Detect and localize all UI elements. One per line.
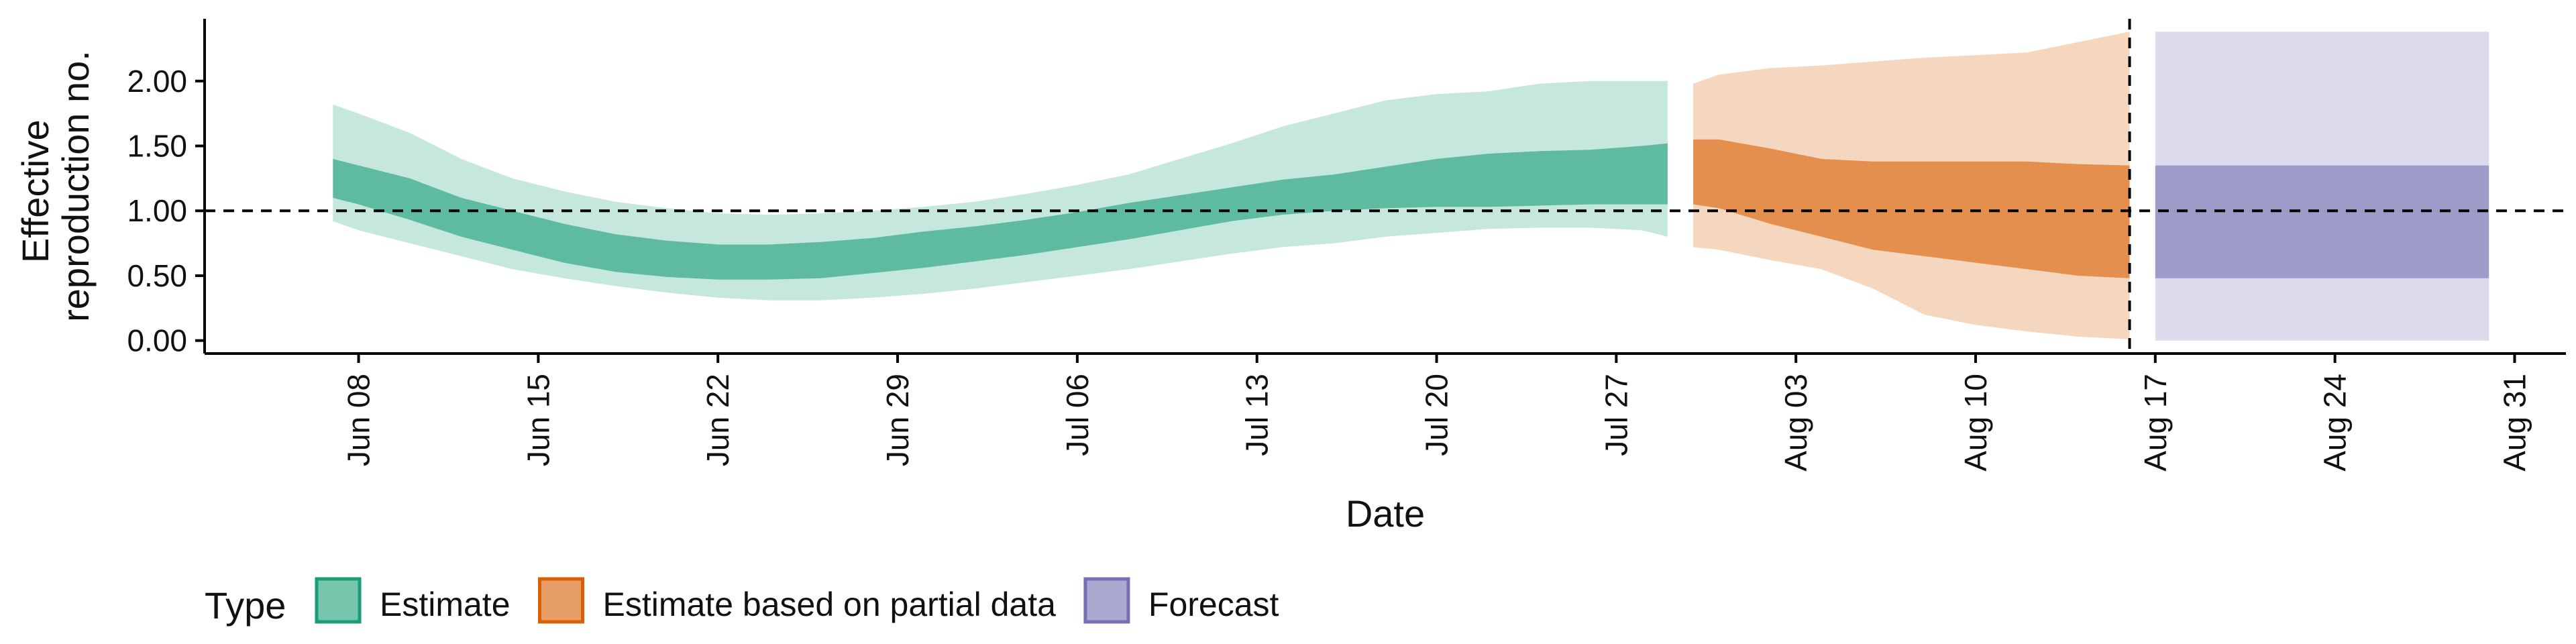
x-tick-label: Jul 06	[1060, 374, 1095, 456]
legend-swatch-estimate	[315, 577, 362, 624]
forecast-50-band	[2155, 165, 2489, 278]
x-tick-label: Jul 20	[1419, 374, 1454, 456]
legend-label-estimate-based-on-partial-data: Estimate based on partial data	[603, 586, 1057, 623]
x-tick-label: Jul 27	[1599, 374, 1633, 456]
y-tick-label: 2.00	[127, 64, 187, 99]
x-tick-label: Aug 03	[1778, 374, 1813, 472]
y-axis-ticks: 0.00 0.50 1.00 1.50 2.00	[127, 64, 205, 358]
x-tick-label: Jul 13	[1240, 374, 1275, 456]
y-tick-label: 0.50	[127, 258, 187, 293]
uncertainty-bands	[333, 32, 2489, 341]
x-tick-label: Jun 08	[341, 374, 376, 466]
legend-swatch-forecast	[1083, 577, 1130, 624]
legend-label-forecast: Forecast	[1148, 586, 1279, 623]
estimate-based-on-partial-data-50-band	[1693, 139, 2130, 278]
y-axis-title-line-2: reproduction no.	[54, 50, 97, 322]
x-tick-label: Aug 31	[2497, 374, 2532, 472]
axes	[203, 19, 2566, 355]
x-tick-label: Jun 22	[700, 374, 735, 466]
legend-label-estimate: Estimate	[380, 586, 511, 623]
y-tick-label: 1.50	[127, 129, 187, 164]
x-tick-label: Aug 24	[2318, 374, 2353, 472]
x-axis-ticks: Jun 08 Jun 15 Jun 22 Jun 29 Jul 06 Jul 13 Jul …	[341, 354, 2532, 472]
y-tick-label: 0.00	[127, 323, 187, 358]
estimate-50-band	[333, 143, 1668, 280]
legend-swatch-estimate-based-on-partial-data	[538, 577, 585, 624]
x-tick-label: Jun 29	[880, 374, 915, 466]
x-axis-title: Date	[1346, 492, 1425, 535]
x-tick-label: Jun 15	[521, 374, 555, 466]
y-tick-label: 1.00	[127, 193, 187, 228]
y-axis-title: Effective reproduction no.	[14, 50, 97, 322]
legend: Type Estimate Estimate based on partial d…	[205, 577, 1279, 627]
y-axis-title-line-1: Effective	[14, 119, 56, 263]
x-tick-label: Aug 17	[2138, 374, 2173, 472]
legend-title: Type	[205, 584, 286, 627]
x-tick-label: Aug 10	[1958, 374, 1993, 472]
